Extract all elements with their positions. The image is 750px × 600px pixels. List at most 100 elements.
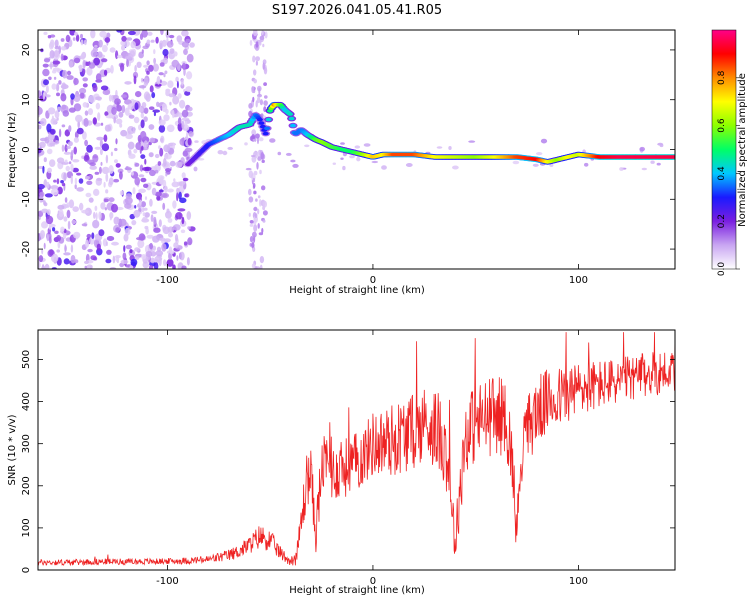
noise-blob (258, 87, 261, 96)
noise-blob (134, 65, 137, 72)
noise-blob (80, 33, 83, 39)
noise-blob (51, 115, 55, 122)
noise-blob (264, 31, 268, 39)
noise-blob (194, 140, 199, 143)
noise-blob (134, 102, 139, 111)
noise-blob (73, 231, 81, 239)
noise-blob (167, 218, 173, 223)
noise-blob (290, 159, 296, 163)
noise-blob (251, 242, 255, 249)
noise-blob (176, 80, 179, 89)
noise-blob (153, 49, 156, 55)
noise-blob (259, 264, 263, 269)
noise-blob (143, 107, 149, 114)
noise-blob (255, 198, 258, 202)
noise-blob (111, 203, 118, 213)
noise-blob (105, 241, 108, 246)
noise-blob (73, 57, 81, 64)
noise-blob (452, 165, 459, 170)
noise-blob (151, 187, 157, 196)
noise-blob (172, 200, 177, 209)
noise-blob (92, 117, 98, 125)
noise-blob (85, 176, 90, 180)
noise-blob (140, 119, 145, 129)
noise-blob (49, 159, 56, 168)
noise-blob (60, 38, 65, 42)
noise-blob (115, 138, 118, 145)
noise-blob (94, 205, 98, 211)
noise-blob (183, 89, 186, 93)
noise-blob (127, 141, 135, 150)
noise-blob (185, 38, 191, 43)
noise-blob (95, 212, 98, 221)
noise-blob (252, 30, 258, 37)
noise-blob (82, 59, 86, 69)
noise-blob (156, 75, 161, 85)
noise-blob (249, 39, 253, 46)
x-tick-label: 0 (370, 576, 376, 587)
noise-blob (143, 207, 148, 211)
noise-blob (58, 128, 62, 138)
noise-blob (69, 30, 76, 36)
colorbar-tick-label: 0.4 (717, 166, 727, 181)
noise-blob (82, 83, 88, 88)
noise-blob (172, 95, 180, 105)
noise-blob (269, 138, 276, 143)
noise-blob (98, 166, 102, 174)
noise-blob (165, 173, 168, 177)
noise-blob (145, 93, 151, 102)
noise-blob (255, 56, 260, 62)
noise-blob (256, 162, 259, 170)
noise-blob (163, 73, 166, 78)
noise-blob (54, 49, 60, 58)
y-tick-label: 200 (21, 476, 32, 495)
noise-blob (177, 208, 186, 212)
noise-blob (83, 117, 89, 127)
noise-blob (179, 251, 185, 261)
noise-blob (57, 204, 65, 210)
noise-blob (41, 248, 44, 255)
noise-blob (172, 264, 176, 269)
noise-blob (51, 83, 57, 90)
noise-blob (248, 188, 252, 196)
noise-blob (650, 160, 655, 164)
noise-blob (162, 202, 166, 210)
ridge-cell (264, 126, 271, 131)
noise-blob (56, 178, 60, 185)
noise-blob (138, 188, 147, 193)
noise-blob (42, 63, 49, 68)
noise-blob (48, 76, 52, 81)
noise-blob (143, 140, 148, 150)
noise-blob (171, 181, 180, 188)
noise-blob (138, 107, 144, 113)
noise-blob (176, 192, 179, 202)
noise-blob (120, 63, 125, 72)
noise-blob (45, 215, 54, 225)
noise-blob (175, 212, 183, 220)
noise-blob (252, 177, 256, 183)
noise-blob (67, 220, 71, 230)
noise-blob (162, 57, 168, 65)
noise-blob (138, 85, 147, 89)
noise-blob (105, 154, 109, 164)
noise-blob (66, 75, 74, 80)
noise-blob (83, 39, 87, 46)
noise-blob (244, 142, 248, 146)
noise-blob (94, 96, 102, 101)
noise-blob (248, 170, 254, 178)
noise-blob (172, 224, 181, 231)
noise-blob (96, 136, 104, 141)
noise-blob (175, 76, 179, 83)
spectrogram-background-speckle (38, 30, 675, 269)
spectrogram-y-axis-label: Frequency (Hz) (7, 112, 18, 188)
noise-blob (87, 248, 93, 253)
noise-blob (97, 51, 103, 58)
noise-blob (165, 210, 172, 219)
noise-blob (77, 120, 80, 129)
spectrogram-x-ticks: -100 0 100 (156, 30, 588, 286)
noise-blob (159, 40, 164, 49)
noise-blob (255, 100, 258, 108)
noise-blob (60, 53, 64, 61)
noise-blob (161, 192, 170, 199)
noise-blob (148, 64, 154, 72)
